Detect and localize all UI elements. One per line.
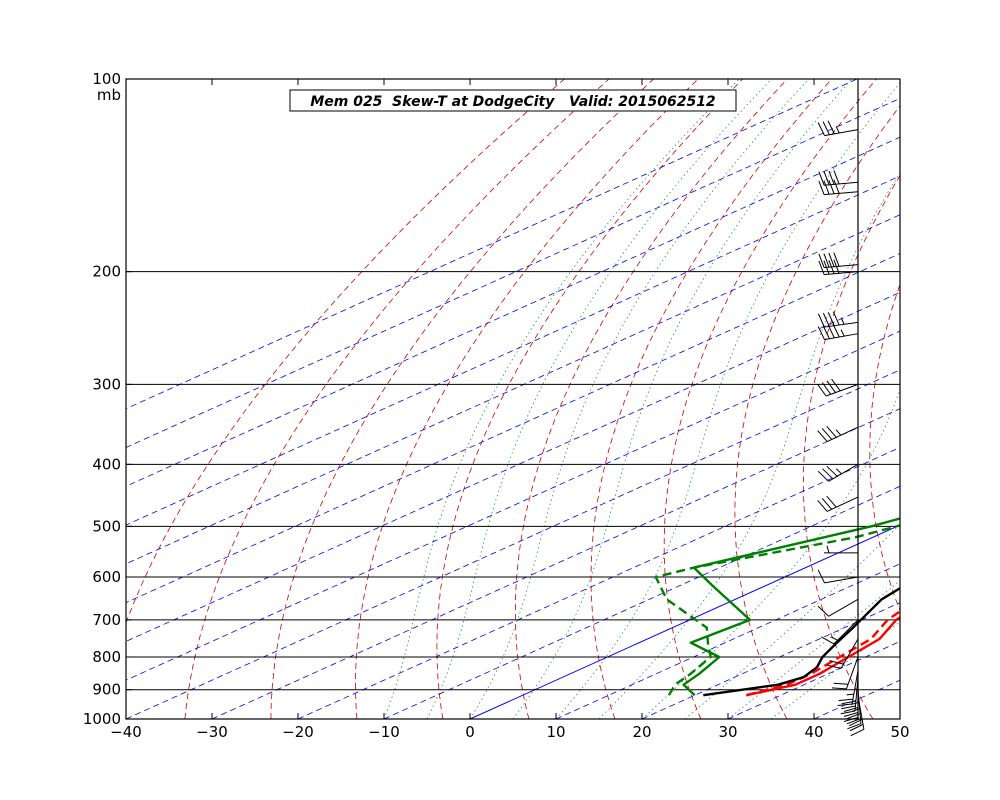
profile-series	[654, 517, 900, 697]
y-tick-label: 800	[92, 648, 121, 666]
x-tick-label: 40	[804, 723, 823, 741]
y-tick-label: 300	[92, 375, 121, 393]
dry-adiabats	[126, 79, 1000, 719]
dry-adiabat-line	[734, 105, 900, 719]
profile-line-1	[746, 615, 900, 697]
isotherms	[126, 79, 900, 719]
y-tick-label: 1000	[83, 710, 121, 728]
dry-adiabat-line	[184, 79, 610, 719]
x-tick-label: −30	[196, 723, 228, 741]
profile-line-3	[703, 586, 900, 697]
dry-adiabat-line	[436, 79, 743, 719]
moist-adiabats	[383, 79, 900, 719]
y-tick-label: 500	[92, 517, 121, 535]
wind-barb	[817, 311, 859, 328]
x-tick-label: 10	[546, 723, 565, 741]
dry-adiabat-line	[515, 79, 788, 719]
moist-adiabat-line	[469, 79, 810, 719]
wind-barb	[818, 179, 859, 196]
dry-adiabat-line	[869, 283, 900, 612]
wind-barb	[818, 170, 859, 186]
x-tick-label: 0	[465, 723, 475, 741]
wind-barb	[831, 656, 859, 690]
wind-barb	[826, 638, 859, 669]
plot-frame	[125, 78, 901, 720]
x-tick-label: 20	[632, 723, 651, 741]
wind-barb	[824, 545, 858, 554]
moist-adiabat-line	[555, 82, 900, 719]
dry-adiabat-line	[126, 79, 565, 624]
wind-barb	[817, 378, 859, 397]
wind-barb	[817, 598, 859, 617]
y-unit-label: mb	[97, 86, 121, 104]
dry-adiabat-line	[663, 79, 877, 719]
chart-title: Mem 025 Skew-T at DodgeCity Valid: 20150…	[310, 94, 715, 110]
y-tick-label: 200	[92, 263, 121, 281]
moist-adiabat-line	[512, 79, 853, 719]
axes-ticks: −40 −30 −20 −10 0 10 20 30 40 50 100 200 300 400 500 60…	[83, 70, 910, 741]
y-tick-label: 900	[92, 681, 121, 699]
wind-barb	[817, 120, 859, 137]
y-tick-label: 700	[92, 611, 121, 629]
dry-adiabat-line	[270, 79, 654, 719]
wind-barb	[820, 619, 859, 645]
y-tick-label: 400	[92, 455, 121, 473]
profile-line-4	[682, 517, 900, 697]
x-tick-label: 50	[890, 723, 909, 741]
dry-adiabat-line	[355, 79, 699, 719]
wind-barb	[817, 569, 859, 584]
wind-barb	[817, 426, 859, 443]
moist-adiabat-line	[727, 580, 900, 719]
wind-barbs	[817, 120, 865, 737]
y-tick-label: 100	[92, 70, 121, 88]
isobars	[126, 271, 900, 691]
x-tick-label: −40	[110, 723, 142, 741]
dry-adiabat-line	[934, 79, 1000, 719]
x-tick-label: −10	[368, 723, 400, 741]
y-tick-label: 600	[92, 568, 121, 586]
title-box	[289, 89, 737, 112]
x-tick-label: 30	[718, 723, 737, 741]
wind-barb	[817, 495, 859, 512]
wind-barb	[817, 463, 859, 482]
moist-adiabat-line	[598, 171, 900, 719]
isotherm-line	[469, 524, 900, 719]
x-tick-label: −20	[282, 723, 314, 741]
chart-background	[126, 79, 900, 719]
wind-barb	[837, 670, 859, 707]
wind-barb	[818, 252, 859, 269]
profile-line-2	[745, 609, 900, 697]
